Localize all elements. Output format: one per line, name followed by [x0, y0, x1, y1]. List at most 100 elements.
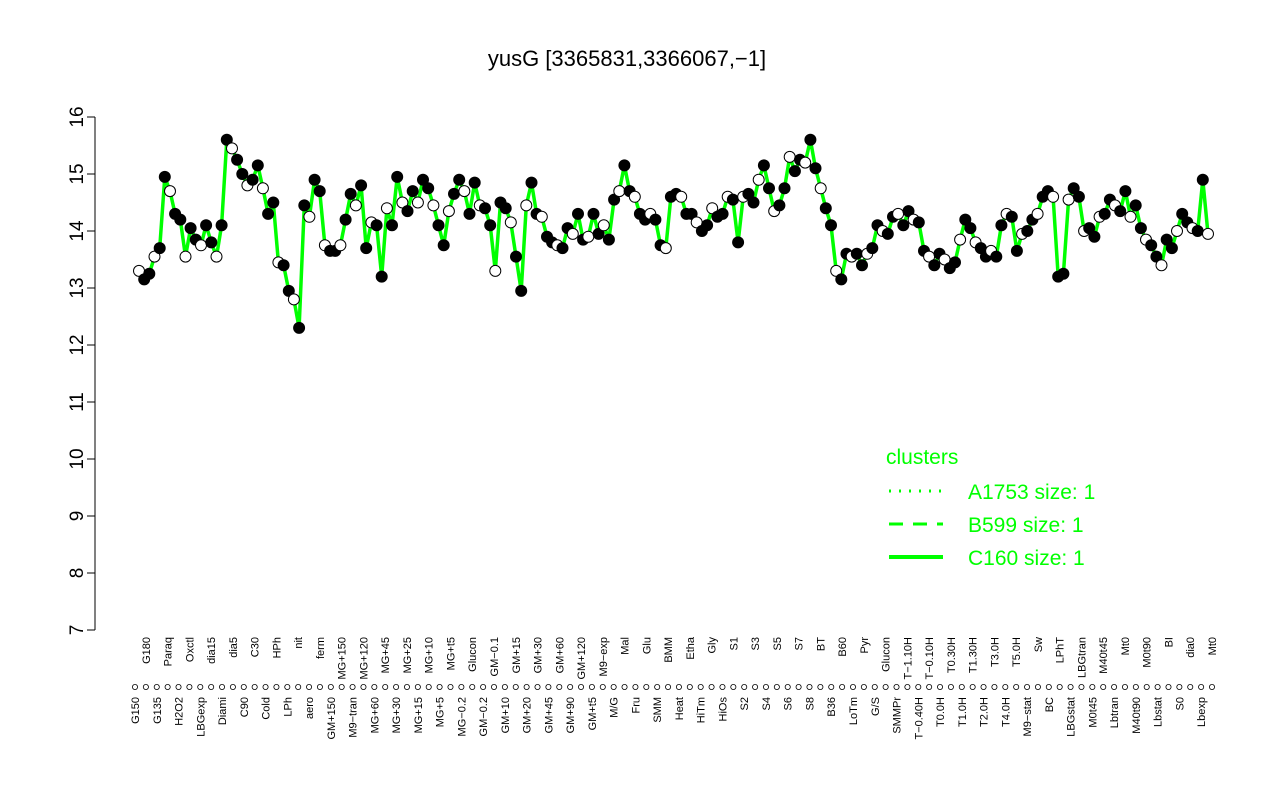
x-tick-mark: [697, 684, 704, 691]
data-point: [360, 242, 373, 255]
x-tick-label: Heat: [674, 697, 686, 720]
legend-entry-label: B599 size: 1: [968, 514, 1084, 537]
x-tick-label: Sw: [1033, 637, 1045, 652]
x-tick-mark: [219, 684, 226, 691]
data-point: [1191, 225, 1204, 237]
data-point: [525, 176, 538, 189]
x-tick-mark: [850, 684, 857, 691]
x-tick-mark: [762, 684, 769, 691]
data-point: [628, 190, 641, 203]
data-point: [949, 256, 961, 269]
data-point: [205, 236, 218, 249]
data-point: [659, 242, 672, 255]
x-tick-mark: [349, 684, 356, 691]
data-point: [1010, 244, 1023, 257]
x-tick-mark: [839, 684, 846, 691]
x-tick-mark: [142, 684, 149, 691]
x-tick-mark: [490, 684, 497, 691]
x-tick-label: T0.30H: [946, 637, 958, 673]
x-tick-label: LPh: [282, 697, 294, 717]
data-point: [334, 239, 347, 252]
x-tick-mark: [632, 684, 639, 691]
data-point: [783, 150, 796, 163]
x-tick-mark: [153, 684, 160, 691]
data-point: [1155, 259, 1168, 272]
x-tick-mark: [393, 684, 400, 691]
data-point: [701, 219, 714, 232]
x-tick-label: MG+60: [369, 697, 381, 733]
x-tick-mark: [1067, 684, 1074, 691]
data-point: [246, 173, 259, 186]
x-tick-label: T3.0H: [989, 637, 1001, 667]
data-point: [200, 219, 213, 232]
data-point: [814, 182, 827, 195]
data-point: [897, 219, 910, 232]
x-tick-mark: [610, 684, 617, 691]
x-tick-mark: [164, 684, 171, 691]
x-tick-mark: [806, 684, 813, 691]
data-point: [732, 236, 745, 249]
x-tick-label: S3: [750, 637, 762, 650]
data-point: [375, 270, 388, 283]
x-tick-label: Oxctl: [184, 637, 196, 662]
data-point: [298, 199, 311, 212]
x-tick-label: H2O2: [174, 697, 186, 726]
data-point: [866, 242, 879, 255]
x-tick-mark: [371, 684, 378, 691]
x-tick-label: G180: [141, 637, 153, 664]
y-axis: 7 8 9 10 11 12 13 14 15 16: [67, 106, 96, 636]
data-point: [380, 202, 393, 215]
x-tick-mark: [1176, 684, 1183, 691]
x-tick-label: S8: [804, 697, 816, 710]
x-tick-label: G135: [152, 697, 164, 724]
data-point: [417, 173, 429, 186]
x-tick-label: GM+15: [511, 637, 523, 673]
data-point: [349, 199, 362, 212]
x-tick-mark: [436, 684, 443, 691]
x-tick-mark: [969, 684, 976, 691]
x-tick-label: B36: [826, 697, 838, 717]
x-tick-mark: [1089, 684, 1096, 691]
data-point: [158, 170, 171, 183]
data-point: [391, 170, 404, 183]
x-tick-mark: [719, 684, 726, 691]
x-tick-label: Lbstat: [1153, 697, 1165, 727]
x-tick-label: S2: [739, 697, 751, 710]
data-point: [1119, 185, 1132, 198]
x-tick-label: nit: [293, 637, 305, 649]
data-point: [592, 227, 605, 240]
data-point: [799, 156, 812, 169]
data-point: [1005, 210, 1018, 223]
data-point: [990, 250, 1003, 263]
data-point: [649, 213, 662, 226]
x-tick-label: MG+15: [413, 697, 425, 733]
x-tick-label: Paraq: [163, 637, 175, 666]
x-tick-mark: [425, 684, 432, 691]
data-point: [510, 250, 522, 263]
x-tick-mark: [501, 684, 508, 691]
data-point: [504, 216, 517, 229]
legend-entry-label: A1753 size: 1: [968, 481, 1095, 504]
data-point: [256, 182, 269, 195]
x-tick-label: M9−tran: [348, 697, 360, 738]
data-point: [587, 207, 600, 220]
data-point: [566, 227, 579, 240]
x-tick-mark: [545, 684, 552, 691]
x-tick-label: dia15: [206, 637, 218, 664]
y-tick-label: 7: [67, 625, 88, 636]
x-tick-label: M9−stat: [1022, 697, 1034, 736]
data-point: [964, 222, 977, 235]
x-axis: G150 G180 G135 Paraq H2O2 Oxctl LBGexp dia15 Dia…: [130, 636, 1219, 739]
data-point: [210, 250, 223, 263]
data-point: [174, 213, 187, 226]
x-tick-mark: [1045, 684, 1052, 691]
x-tick-mark: [578, 684, 585, 691]
x-tick-label: T2.0H: [979, 697, 991, 727]
data-point: [804, 133, 817, 146]
x-tick-label: aero: [304, 697, 316, 719]
x-tick-label: MG−0.2: [456, 697, 468, 736]
data-point: [479, 202, 491, 215]
x-tick-label: LPhT: [1055, 637, 1067, 664]
x-tick-mark: [958, 684, 965, 691]
x-tick-label: M9−exp: [598, 637, 610, 676]
